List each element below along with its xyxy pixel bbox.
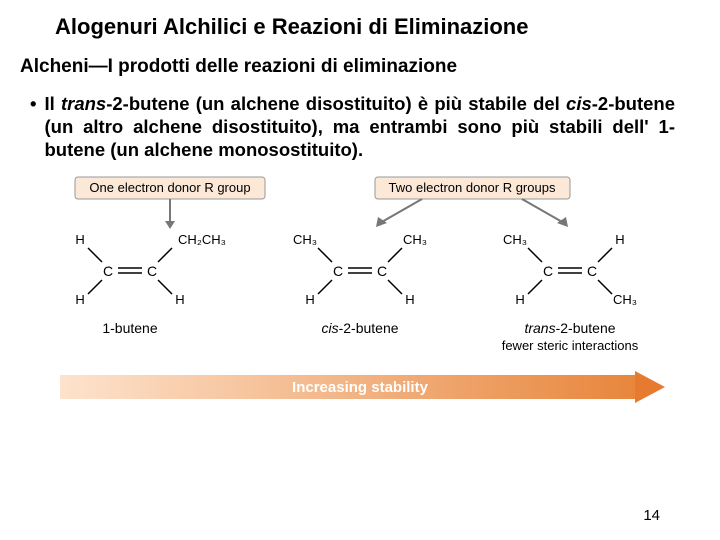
svg-text:fewer steric interactions: fewer steric interactions xyxy=(502,338,639,353)
svg-text:C: C xyxy=(377,263,387,279)
page-number: 14 xyxy=(643,507,660,524)
stability-label: Increasing stability xyxy=(292,379,429,396)
svg-text:H: H xyxy=(75,232,84,247)
svg-text:CH₃: CH₃ xyxy=(503,232,527,247)
para-a: Il xyxy=(44,93,61,114)
chemistry-diagram: One electron donor R group Two electron … xyxy=(40,175,680,435)
para-b: trans xyxy=(61,93,106,114)
svg-text:CH₃: CH₃ xyxy=(293,232,317,247)
page-title: Alogenuri Alchilici e Reazioni di Elimin… xyxy=(0,0,720,46)
para-d: cis xyxy=(566,93,592,114)
svg-text:H: H xyxy=(515,292,524,307)
svg-text:CH₂CH₃: CH₂CH₃ xyxy=(178,232,226,247)
molecule-3: C C CH₃ H H CH₃ xyxy=(503,232,637,307)
diagram-svg: One electron donor R group Two electron … xyxy=(40,175,680,435)
page-subtitle: Alcheni—I prodotti delle reazioni di eli… xyxy=(0,46,720,86)
svg-text:H: H xyxy=(305,292,314,307)
box-left-text: One electron donor R group xyxy=(89,180,250,195)
svg-text:H: H xyxy=(175,292,184,307)
para-c: -2-butene (un alchene disostituito) è pi… xyxy=(106,93,566,114)
svg-text:C: C xyxy=(333,263,343,279)
svg-text:H: H xyxy=(405,292,414,307)
svg-text:trans-2-butene: trans-2-butene xyxy=(524,320,615,336)
body-paragraph: Il trans-2-butene (un alchene disostitui… xyxy=(0,86,720,171)
svg-text:C: C xyxy=(147,263,157,279)
svg-text:C: C xyxy=(587,263,597,279)
molecule-2: C C CH₃ H CH₃ H xyxy=(293,232,427,307)
svg-text:1-butene: 1-butene xyxy=(102,320,157,336)
svg-text:C: C xyxy=(543,263,553,279)
svg-text:cis-2-butene: cis-2-butene xyxy=(321,320,398,336)
svg-text:CH₃: CH₃ xyxy=(613,292,637,307)
svg-text:CH₃: CH₃ xyxy=(403,232,427,247)
svg-text:C: C xyxy=(103,263,113,279)
svg-text:H: H xyxy=(75,292,84,307)
svg-text:H: H xyxy=(615,232,624,247)
molecule-1: C C H H CH₂CH₃ H xyxy=(75,232,226,307)
box-right-text: Two electron donor R groups xyxy=(389,180,556,195)
